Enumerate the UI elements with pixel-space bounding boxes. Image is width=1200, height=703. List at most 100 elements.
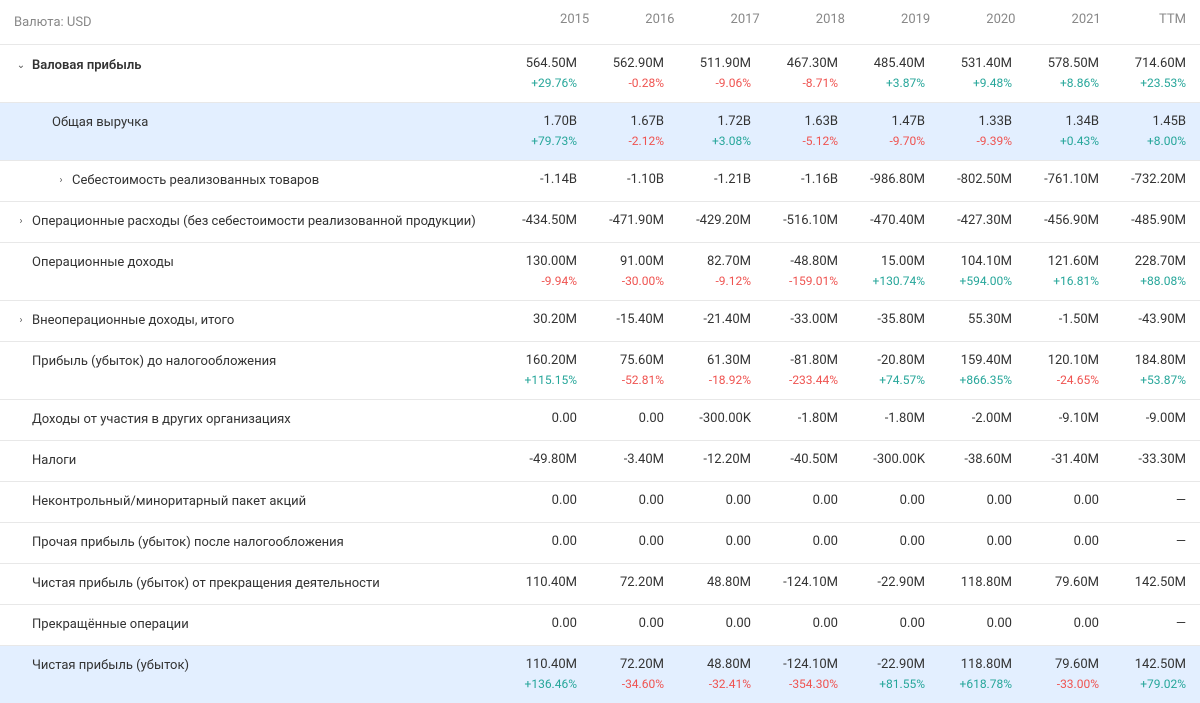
row-label: Чистая прибыль (убыток) от прекращения д… (0, 574, 490, 594)
value-cell: 0.00 (751, 615, 838, 633)
cell-pct: +23.53% (1140, 75, 1186, 92)
row-label[interactable]: ›Себестоимость реализованных товаров (0, 171, 490, 191)
value-cell: 120.10M-24.65% (1012, 352, 1099, 389)
cell-pct: -9.39% (976, 133, 1012, 150)
cell-value: 0.00 (1074, 492, 1099, 510)
cell-pct: -8.71% (802, 75, 838, 92)
cell-value: 0.00 (552, 410, 577, 428)
col-header[interactable]: 2016 (589, 12, 674, 27)
value-cell: 228.70M+88.08% (1099, 253, 1186, 290)
cell-value: 142.50M (1135, 574, 1186, 592)
financial-table: Валюта: USD 2015 2016 2017 2018 2019 202… (0, 0, 1200, 703)
cell-pct: -32.41% (709, 676, 751, 693)
cell-value: 0.00 (987, 615, 1012, 633)
table-row: Чистая прибыль (убыток)110.40M+136.46%72… (0, 646, 1200, 703)
value-cell: -33.00M (751, 311, 838, 329)
cell-pct: -159.01% (789, 273, 838, 290)
cell-value: -43.90M (1138, 311, 1186, 329)
cell-value: 0.00 (639, 615, 664, 633)
row-label[interactable]: ⌄Валовая прибыль (0, 55, 490, 75)
cell-value: 61.30M (707, 352, 751, 370)
cell-value: 0.00 (813, 492, 838, 510)
row-label-text: Прекращённые операции (32, 617, 189, 632)
value-cell: -12.20M (664, 451, 751, 469)
col-header[interactable]: 2021 (1016, 12, 1101, 27)
row-label: Операционные доходы (0, 253, 490, 273)
cell-value: 75.60M (620, 352, 664, 370)
value-cell: — (1099, 492, 1186, 510)
row-label: Прекращённые операции (0, 615, 490, 635)
value-cell: 110.40M (490, 574, 577, 592)
cell-pct: +79.02% (1140, 676, 1186, 693)
cell-value: — (1176, 615, 1186, 633)
table-row: ›Себестоимость реализованных товаров -1.1… (0, 161, 1200, 202)
table-row: Прибыль (убыток) до налогообложения160.2… (0, 342, 1200, 400)
cell-value: 48.80M (707, 574, 751, 592)
value-cell: 104.10M+594.00% (925, 253, 1012, 290)
cell-pct: -9.94% (541, 273, 577, 290)
cell-pct: +115.15% (525, 372, 577, 389)
value-cell: 159.40M+866.35% (925, 352, 1012, 389)
cell-value: 0.00 (987, 533, 1012, 551)
value-cell: 79.60M-33.00% (1012, 656, 1099, 693)
chevron-right-icon[interactable]: › (14, 216, 28, 227)
value-cell: 160.20M+115.15% (490, 352, 577, 389)
cell-value: -15.40M (616, 311, 664, 329)
cell-value: 79.60M (1055, 574, 1099, 592)
col-header[interactable]: 2018 (760, 12, 845, 27)
table-row: Общая выручка1.70B+79.73%1.67B-2.12%1.72… (0, 103, 1200, 161)
value-cell: -81.80M-233.44% (751, 352, 838, 389)
cell-value: -9.00M (1146, 410, 1186, 428)
value-cell: 0.00 (751, 533, 838, 551)
cell-value: 118.80M (961, 656, 1012, 674)
chevron-down-icon[interactable]: ⌄ (14, 60, 28, 71)
cell-value: 0.00 (813, 533, 838, 551)
value-cell: 75.60M-52.81% (577, 352, 664, 389)
table-row: ›Операционные расходы (без себестоимости… (0, 202, 1200, 243)
chevron-right-icon[interactable]: › (54, 175, 68, 186)
col-header[interactable]: 2015 (504, 12, 589, 27)
value-cell: -986.80M (838, 171, 925, 189)
cell-value: -1.14B (540, 171, 577, 189)
row-label[interactable]: ›Операционные расходы (без себестоимости… (0, 212, 490, 232)
cell-value: 15.00M (881, 253, 925, 271)
table-row: Чистая прибыль (убыток) от прекращения д… (0, 564, 1200, 605)
cell-pct: -354.30% (789, 676, 838, 693)
cell-value: — (1176, 533, 1186, 551)
value-cell: 121.60M+16.81% (1012, 253, 1099, 290)
cell-value: 120.10M (1048, 352, 1099, 370)
cell-pct: -2.12% (628, 133, 664, 150)
value-cell: -761.10M (1012, 171, 1099, 189)
col-header[interactable]: 2017 (675, 12, 760, 27)
chevron-right-icon[interactable]: › (14, 315, 28, 326)
cell-value: -31.40M (1051, 451, 1099, 469)
cell-pct: -233.44% (789, 372, 838, 389)
value-cell: 0.00 (1012, 533, 1099, 551)
value-cell: -2.00M (925, 410, 1012, 428)
col-header[interactable]: TTM (1101, 12, 1186, 27)
cell-value: 485.40M (874, 55, 925, 73)
value-cell: 0.00 (664, 492, 751, 510)
value-cell: 1.45B+8.00% (1099, 113, 1186, 150)
value-cell: 15.00M+130.74% (838, 253, 925, 290)
cell-pct: +9.48% (973, 75, 1012, 92)
value-cell: -1.16B (751, 171, 838, 189)
row-label[interactable]: › Внеоперационные доходы, итого (0, 311, 490, 331)
row-label-text: Операционные доходы (32, 255, 174, 270)
cell-value: -732.20M (1131, 171, 1186, 189)
cell-pct: -9.70% (889, 133, 925, 150)
value-cell: 0.00 (490, 410, 577, 428)
value-cell: 72.20M (577, 574, 664, 592)
cell-value: -471.90M (609, 212, 664, 230)
cell-value: 0.00 (639, 410, 664, 428)
cell-value: -1.10B (627, 171, 664, 189)
row-label-text: Внеоперационные доходы, итого (32, 313, 234, 328)
cell-value: -1.80M (885, 410, 925, 428)
col-header[interactable]: 2019 (845, 12, 930, 27)
value-cell: 82.70M-9.12% (664, 253, 751, 290)
value-cell: 511.90M-9.06% (664, 55, 751, 92)
value-cell: -38.60M (925, 451, 1012, 469)
table-row: Операционные доходы130.00M-9.94%91.00M-3… (0, 243, 1200, 301)
cell-pct: -0.28% (628, 75, 664, 92)
col-header[interactable]: 2020 (930, 12, 1015, 27)
